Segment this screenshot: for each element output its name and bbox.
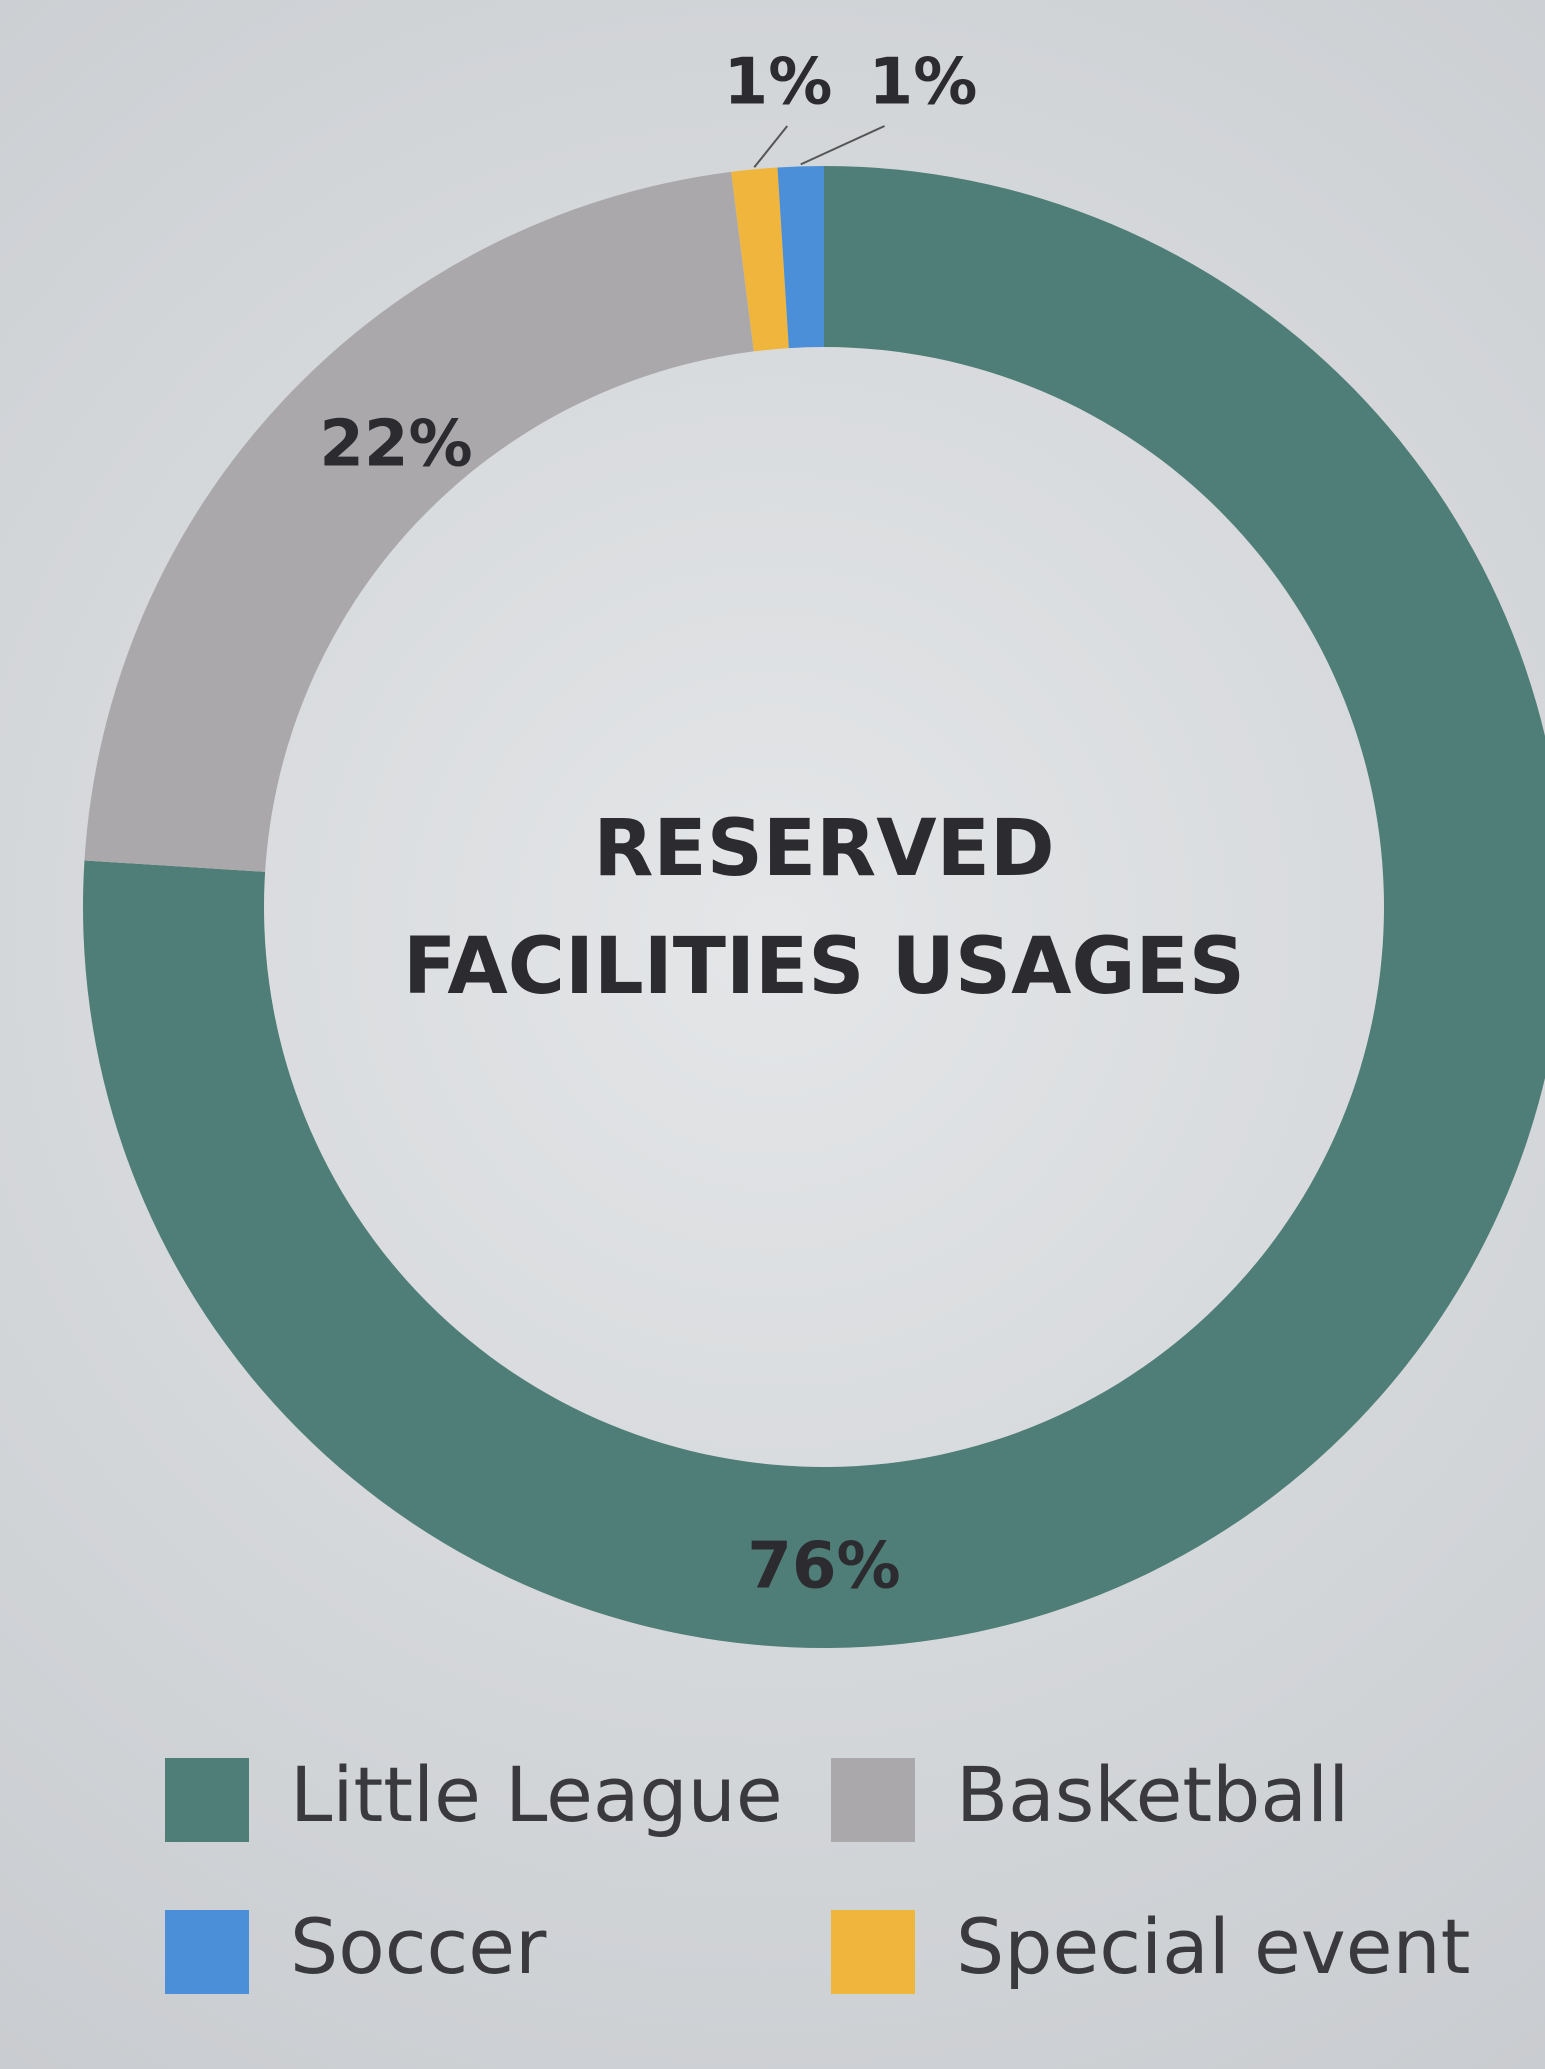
- legend-label: Basketball: [956, 1750, 1349, 1839]
- leader-line: [801, 126, 885, 164]
- legend-label: Little League: [290, 1750, 783, 1839]
- page: 76% Little League 22% Basketball 1% Special e…: [0, 0, 1545, 2069]
- donut-segment: [84, 172, 753, 872]
- legend-swatch: [831, 1910, 915, 1994]
- legend-label: Soccer: [290, 1902, 547, 1991]
- chart: 76% Little League 22% Basketball 1% Special e…: [0, 0, 1545, 2069]
- legend-swatch: [165, 1910, 249, 1994]
- legend-swatch: [165, 1758, 249, 1842]
- leader-line: [754, 126, 787, 167]
- chart-title: RESERVED FACILITIES USAGES: [324, 790, 1324, 1026]
- data-label: 76%: [747, 1530, 900, 1604]
- legend-swatch: [831, 1758, 915, 1842]
- data-label: 1%: [724, 46, 833, 120]
- data-label: 22%: [319, 408, 472, 482]
- data-label: 1%: [869, 46, 978, 120]
- legend-label: Special event: [956, 1902, 1470, 1991]
